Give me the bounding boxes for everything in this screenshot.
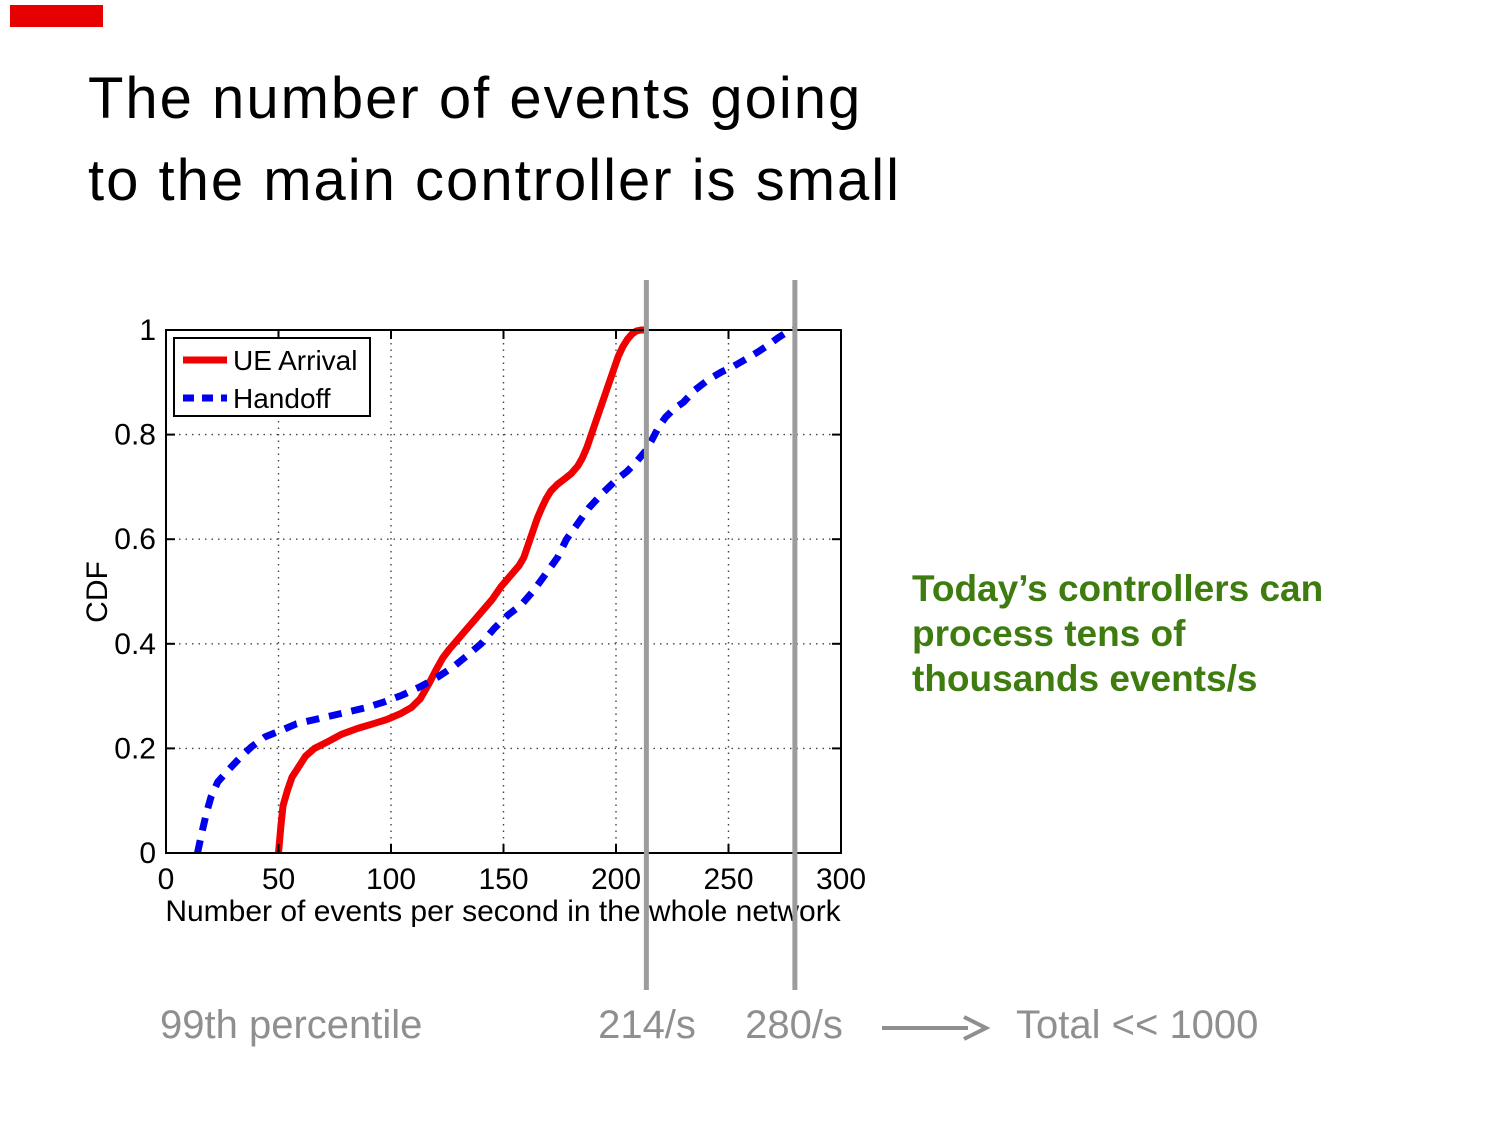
series-ue-arrival-line: [275, 326, 646, 854]
footer-value-280: 280/s: [745, 1003, 843, 1047]
footer-conclusion: Total << 1000: [1016, 1003, 1259, 1047]
x-tick-label: 200: [591, 863, 641, 896]
series-handoff-line: [194, 326, 795, 854]
x-tick-label: 0: [158, 863, 175, 896]
legend-label-handoff: Handoff: [233, 383, 331, 414]
plot-area: [165, 329, 842, 854]
slide-accent-bar: [10, 5, 103, 27]
y-tick-label: 1: [139, 314, 156, 347]
page-title: The number of events going to the main c…: [88, 66, 902, 213]
footer-annotations: 99th percentile 214/s 280/s Total << 100…: [0, 1002, 1500, 1062]
plot-generated-layer: 0 50 100 150 200 250 300 0 0.2 0.4 0.6 0.8 1: [114, 314, 866, 896]
x-tick-label: 50: [262, 863, 295, 896]
x-tick-label: 300: [816, 863, 866, 896]
y-tick-label: 0.4: [114, 628, 156, 661]
footer-value-214: 214/s: [598, 1003, 696, 1047]
legend-label-ue-arrival: UE Arrival: [233, 345, 357, 376]
y-axis-label: CDF: [81, 561, 114, 623]
x-tick-label: 100: [366, 863, 416, 896]
x-tick-label: 150: [478, 863, 528, 896]
y-tick-label: 0: [139, 837, 156, 870]
green-annotation: Today’s controllers can process tens of …: [912, 568, 1324, 699]
x-axis-label: Number of events per second in the whole…: [165, 895, 841, 928]
x-tick-label: 250: [703, 863, 753, 896]
footer-percentile-label: 99th percentile: [160, 1003, 423, 1047]
legend: UE Arrival Handoff: [173, 337, 371, 417]
legend-box: [173, 337, 371, 417]
right-arrow-icon: [882, 1015, 990, 1041]
y-tick-label: 0.6: [114, 523, 156, 556]
y-tick-label: 0.8: [114, 419, 156, 452]
marker-lines-layer: [643, 280, 798, 990]
y-tick-label: 0.2: [114, 732, 156, 765]
